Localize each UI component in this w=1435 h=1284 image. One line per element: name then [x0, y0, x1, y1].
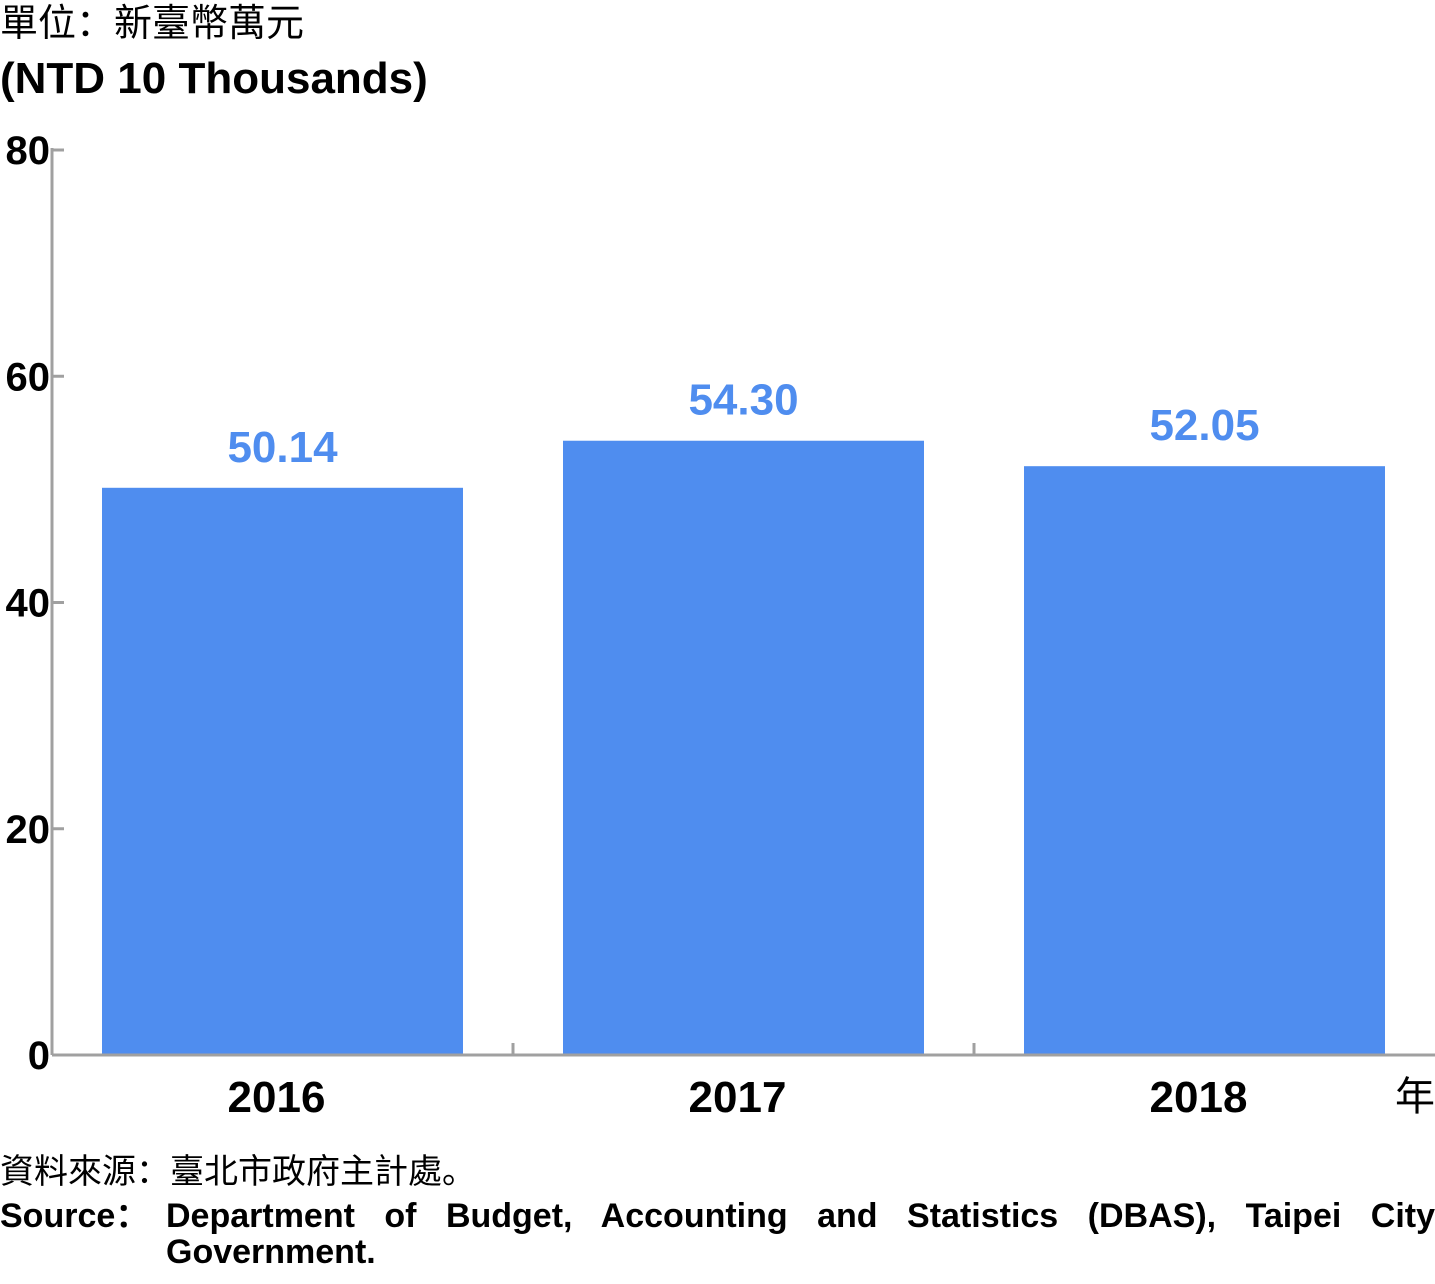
bar-2017: [563, 440, 924, 1055]
source-zh: 資料來源：臺北市政府主計處。: [0, 1152, 476, 1192]
bar-chart: 50.14 54.30 52.05 0 20 40 60 80 2016 2017 2018 年: [6, 129, 1435, 1122]
unit-label-zh: 單位：新臺幣萬元: [0, 1, 305, 45]
x-tick-label-2018: 2018: [1150, 1073, 1248, 1122]
value-labels-group: 50.14 54.30 52.05: [227, 376, 1259, 472]
axes-group: [50, 148, 1435, 1057]
x-tick-label-2016: 2016: [228, 1073, 326, 1122]
y-tick-label-40: 40: [6, 582, 51, 626]
y-tick-labels: 0 20 40 60 80: [6, 129, 51, 1078]
bar-2018: [1024, 466, 1385, 1055]
x-tick-label-2017: 2017: [689, 1073, 787, 1122]
value-label-2016: 50.14: [227, 423, 338, 472]
source-en-text: Department of Budget, Accounting and Sta…: [166, 1197, 1435, 1271]
unit-label-en: (NTD 10 Thousands): [0, 54, 428, 103]
y-tick-label-60: 60: [6, 355, 51, 399]
source-en-label: Source：: [0, 1197, 150, 1235]
y-tick-label-0: 0: [28, 1034, 50, 1078]
x-tick-labels: 2016 2017 2018: [228, 1073, 1248, 1122]
value-label-2018: 52.05: [1149, 401, 1259, 450]
bars-group: [102, 440, 1385, 1055]
bar-2016: [102, 487, 463, 1055]
y-tick-label-80: 80: [6, 129, 51, 173]
value-label-2017: 54.30: [688, 376, 798, 425]
x-axis-unit-label: 年: [1395, 1074, 1435, 1120]
y-tick-label-20: 20: [6, 808, 51, 852]
